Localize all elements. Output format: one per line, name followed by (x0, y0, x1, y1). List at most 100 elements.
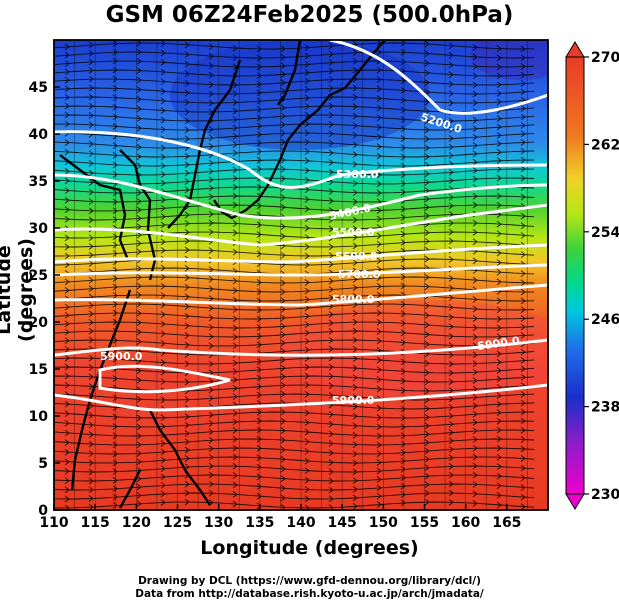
wind-arrow (160, 456, 166, 464)
wind-arrow (304, 138, 310, 146)
wind-arrow (184, 169, 190, 177)
wind-arrow (184, 228, 190, 236)
wind-arrow (136, 291, 142, 299)
wind-arrow (232, 453, 238, 461)
wind-arrow (424, 237, 430, 245)
wind-arrow (472, 175, 478, 183)
wind-arrow (88, 251, 94, 259)
wind-arrow (280, 436, 286, 444)
wind-arrow (352, 179, 358, 187)
contour-label: 5700.0 (338, 268, 381, 281)
wind-arrow (208, 436, 214, 444)
wind-arrow (256, 250, 262, 258)
wind-arrow (400, 432, 406, 439)
wind-arrow (112, 413, 118, 421)
wind-arrow (160, 273, 166, 281)
wind-arrow (400, 457, 406, 465)
wind-arrow (352, 318, 358, 326)
wind-arrow (64, 187, 70, 194)
wind-arrow (160, 490, 166, 498)
wind-arrow (136, 162, 142, 170)
x-tick-label: 155 (410, 515, 439, 531)
wind-arrow (112, 283, 118, 291)
wind-arrow (208, 314, 214, 322)
wind-arrow (208, 275, 214, 283)
wind-arrow (376, 300, 382, 308)
wind-arrow (352, 301, 358, 309)
wind-arrow (160, 301, 166, 309)
wind-arrow (496, 392, 502, 400)
wind-arrow (352, 189, 358, 197)
wind-arrow (496, 435, 502, 443)
wind-arrow (184, 135, 190, 143)
wind-arrow (400, 329, 406, 337)
wind-arrow (184, 438, 190, 446)
wind-arrow (328, 149, 334, 157)
wind-arrow (64, 196, 70, 204)
wind-arrow (376, 257, 382, 265)
wind-arrow (496, 268, 502, 276)
wind-arrow (64, 486, 70, 494)
wind-arrow (160, 116, 166, 124)
wind-arrow (136, 76, 142, 84)
wind-arrow (160, 414, 166, 422)
y-tick-label: 15 (29, 362, 48, 378)
wind-arrow (160, 153, 166, 161)
wind-arrow (400, 180, 406, 187)
wind-arrow (520, 232, 526, 239)
wind-arrow (520, 484, 526, 491)
wind-arrow (424, 447, 430, 455)
wind-arrow (400, 405, 406, 413)
wind-arrow (112, 94, 118, 102)
x-tick-label: 125 (163, 515, 192, 531)
wind-arrow (256, 463, 262, 471)
wind-arrow (496, 426, 502, 434)
wind-arrow (136, 124, 142, 132)
wind-arrow (232, 44, 238, 52)
wind-arrow (472, 53, 478, 61)
y-tick-label: 30 (29, 221, 49, 237)
contour-5900-north (54, 338, 548, 357)
wind-arrow (520, 147, 526, 155)
wind-arrow (376, 484, 382, 492)
wind-arrow (424, 79, 430, 86)
wind-arrow (280, 465, 286, 473)
wind-arrow (328, 486, 334, 494)
contour-label: 5300.0 (336, 168, 379, 181)
wind-arrow (112, 123, 118, 130)
wind-arrow (400, 377, 406, 385)
wind-arrow (280, 129, 286, 137)
wind-arrow (424, 117, 430, 125)
wind-arrow (184, 89, 190, 97)
wind-arrow (424, 153, 430, 161)
wind-arrow (400, 414, 406, 422)
wind-arrow (112, 441, 118, 449)
wind-arrow (328, 260, 334, 268)
wind-arrow (424, 98, 430, 106)
wind-arrow (88, 302, 94, 309)
wind-arrow (280, 203, 286, 211)
wind-arrow (520, 436, 526, 443)
wind-arrow (208, 99, 214, 107)
wind-arrow (520, 474, 526, 482)
wind-arrow (208, 285, 214, 293)
wind-arrow (88, 354, 94, 362)
wind-arrow (472, 133, 478, 141)
contour-5400 (54, 173, 548, 220)
wind-arrow (256, 445, 262, 452)
wind-arrow (112, 394, 118, 402)
wind-arrow (424, 359, 430, 367)
wind-arrow (448, 378, 454, 386)
wind-arrow (88, 440, 94, 448)
wind-arrow (448, 99, 454, 107)
wind-arrow (496, 72, 502, 80)
wind-arrow (496, 123, 502, 131)
wind-arrow (232, 384, 238, 392)
wind-arrow (400, 423, 406, 431)
wind-arrow (328, 391, 334, 399)
wind-arrow (136, 376, 142, 384)
wind-arrow (424, 387, 430, 395)
contour-5700 (54, 263, 548, 277)
wind-arrow (520, 399, 526, 407)
x-tick-label: 160 (451, 515, 480, 531)
